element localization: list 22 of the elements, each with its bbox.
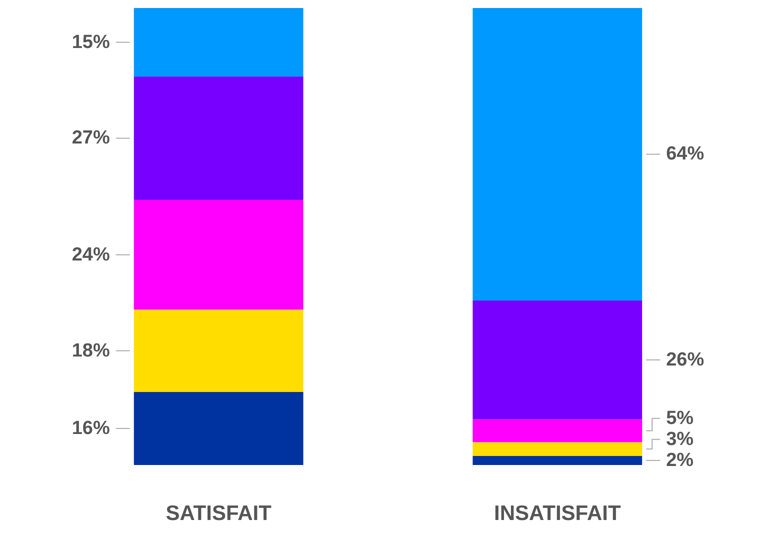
bar: [134, 200, 304, 310]
data-label: 18%: [72, 340, 110, 362]
data-label: 24%: [72, 244, 110, 266]
data-label: 15%: [72, 32, 110, 53]
data-label: 27%: [72, 128, 110, 149]
bar: [472, 456, 642, 465]
data-label: 64%: [666, 144, 704, 165]
bar: [472, 419, 642, 442]
data-label: 5%: [666, 408, 694, 429]
bar: [134, 392, 304, 465]
x-tick-label: SATISFAIT: [166, 502, 272, 525]
data-label: 2%: [666, 450, 694, 471]
data-label: 26%: [666, 349, 704, 370]
bar: [472, 300, 642, 420]
bar: [134, 8, 304, 77]
data-label: 16%: [72, 418, 110, 439]
data-label: 3%: [666, 428, 694, 450]
bar: [134, 310, 304, 392]
bar: [472, 442, 642, 456]
bar: [472, 8, 642, 300]
bar: [134, 76, 304, 200]
x-tick-label: INSATISFAIT: [494, 502, 621, 525]
